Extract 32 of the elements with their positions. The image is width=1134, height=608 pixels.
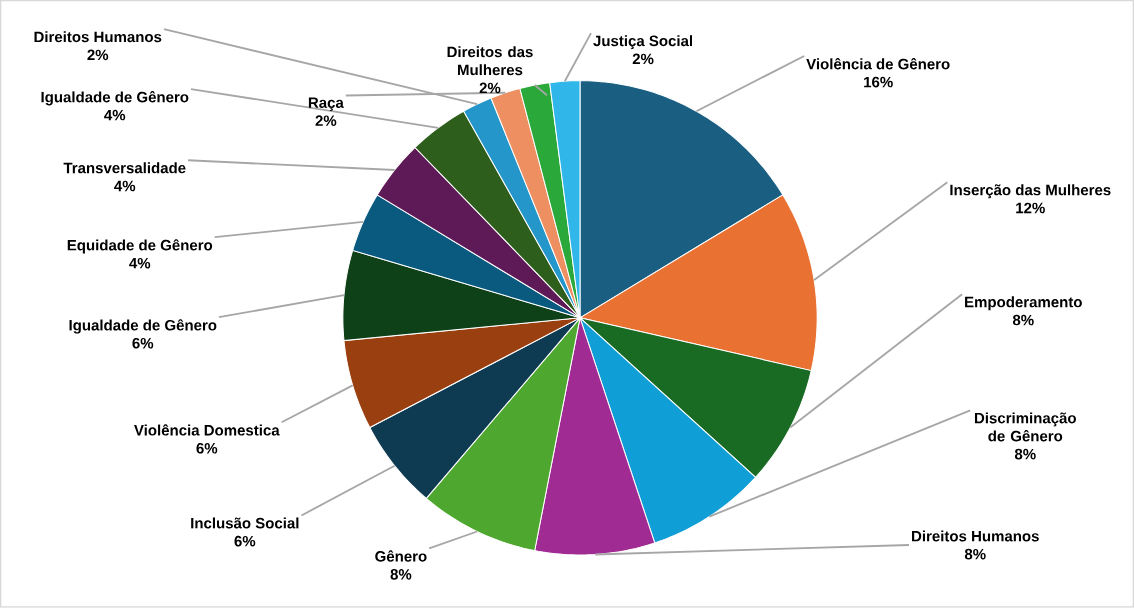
slice-label: Discriminação de Gênero — [974, 412, 1076, 442]
slice-label: Direitos das Mulheres — [447, 46, 533, 76]
slice-label: Empoderamento — [965, 296, 1082, 311]
data-label: 2% — [632, 53, 654, 65]
slice-label: Equidade de Gênero — [67, 239, 213, 254]
data-label: 6% — [196, 443, 218, 454]
data-label: 8% — [1014, 448, 1036, 460]
slice-label: Igualdade de Gênero — [41, 91, 189, 106]
slice-label: Inserção das Mulheres — [950, 184, 1111, 199]
data-label: 2% — [479, 82, 501, 94]
data-label: 2% — [87, 49, 109, 61]
data-label: 12% — [1016, 202, 1045, 214]
slice-label: Gênero — [375, 550, 427, 562]
slice-label: Direitos Humanos — [912, 530, 1039, 542]
data-label: 4% — [114, 180, 136, 192]
slice-label: Justiça Social — [593, 35, 693, 50]
data-label: 4% — [104, 109, 126, 121]
slice-label: Inclusão Social — [191, 517, 299, 529]
data-label: 16% — [864, 76, 893, 88]
data-label: 8% — [1012, 314, 1034, 326]
data-label: 8% — [390, 569, 412, 580]
slice-label: Direitos Humanos — [34, 31, 162, 43]
data-label: 4% — [129, 258, 151, 269]
data-label: 8% — [964, 549, 986, 560]
slice-label: Violência de Gênero — [806, 58, 950, 70]
data-label: 6% — [132, 338, 154, 349]
slice-label: Raça — [308, 97, 344, 112]
data-label: 6% — [234, 536, 256, 547]
data-label: 2% — [315, 115, 337, 127]
slice-label: Violência Domestica — [134, 424, 280, 436]
slice-label: Igualdade de Gênero — [69, 319, 217, 334]
slice-label: Transversalidade — [63, 162, 186, 174]
